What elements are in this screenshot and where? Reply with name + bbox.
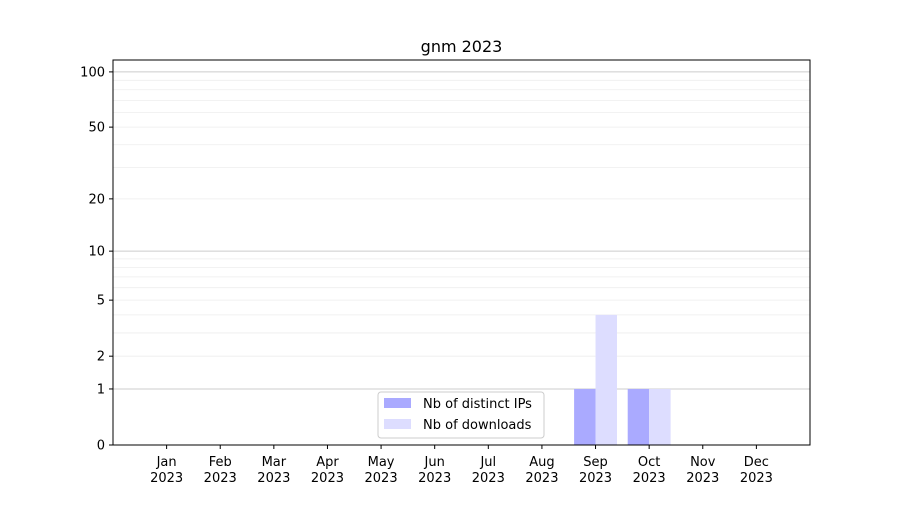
x-tick-label-month: Dec bbox=[744, 455, 769, 470]
x-tick-label-year: 2023 bbox=[579, 471, 612, 486]
x-tick-label-year: 2023 bbox=[311, 471, 344, 486]
x-tick-label-year: 2023 bbox=[633, 471, 666, 486]
x-tick-label-month: Nov bbox=[690, 455, 716, 470]
legend-box bbox=[377, 391, 545, 439]
y-tick-label: 2 bbox=[97, 350, 105, 365]
x-tick-label-month: Aug bbox=[529, 455, 554, 470]
bar-distinct-ips bbox=[574, 388, 596, 445]
x-tick-label-year: 2023 bbox=[150, 471, 183, 486]
x-tick-label-month: Jul bbox=[479, 455, 496, 470]
bar-downloads bbox=[649, 388, 671, 445]
x-tick-label-month: Oct bbox=[638, 455, 660, 470]
y-tick-label: 20 bbox=[88, 192, 105, 207]
x-tick-label-year: 2023 bbox=[740, 471, 773, 486]
legend-label: Nb of downloads bbox=[423, 418, 532, 433]
x-tick-label-year: 2023 bbox=[204, 471, 237, 486]
x-tick-label-year: 2023 bbox=[686, 471, 719, 486]
legend-swatch bbox=[384, 419, 411, 429]
plot-frame bbox=[112, 59, 811, 446]
y-tick-label: 10 bbox=[88, 245, 105, 260]
y-tick-label: 0 bbox=[97, 439, 105, 454]
x-tick-label-year: 2023 bbox=[472, 471, 505, 486]
y-tick-label: 50 bbox=[88, 121, 105, 136]
legend-swatch bbox=[384, 398, 411, 408]
x-tick-label-month: Mar bbox=[262, 455, 287, 470]
chart-title: gnm 2023 bbox=[421, 37, 503, 56]
y-tick-label: 100 bbox=[80, 65, 105, 80]
x-tick-label-month: Apr bbox=[316, 455, 339, 470]
x-tick-label-year: 2023 bbox=[365, 471, 398, 486]
x-tick-label-month: Feb bbox=[209, 455, 232, 470]
x-tick-label-year: 2023 bbox=[418, 471, 451, 486]
x-tick-label-year: 2023 bbox=[525, 471, 558, 486]
x-tick-label-month: Sep bbox=[583, 455, 608, 470]
x-tick-label-month: May bbox=[368, 455, 395, 470]
x-tick-label-month: Jan bbox=[156, 455, 177, 470]
bar-downloads bbox=[595, 314, 617, 445]
y-tick-label: 1 bbox=[97, 382, 105, 397]
y-tick-label: 5 bbox=[97, 294, 105, 309]
x-tick-label-year: 2023 bbox=[257, 471, 290, 486]
bar-distinct-ips bbox=[627, 388, 650, 445]
x-tick-label-month: Jun bbox=[424, 455, 445, 470]
legend-label: Nb of distinct IPs bbox=[423, 397, 532, 412]
